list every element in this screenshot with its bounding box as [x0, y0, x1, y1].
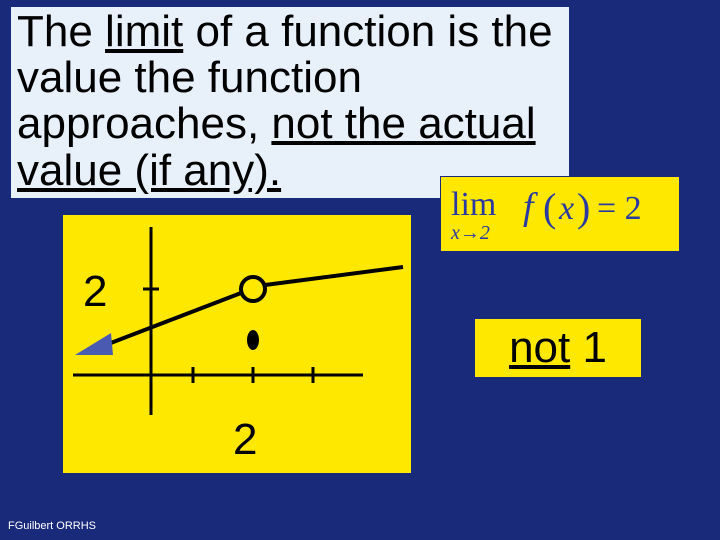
arrowhead-left [75, 333, 113, 355]
text-prefix: The [17, 7, 105, 56]
equals-two: = 2 [597, 190, 642, 227]
lim-sub: x→2 [450, 222, 490, 244]
limit-word: limit [105, 7, 183, 56]
credit-text: FGuilbert ORRHS [8, 520, 96, 532]
text-after-limit: of a function is the [183, 7, 552, 56]
limit-expression-panel: lim x→2 f ( x ) = 2 [440, 176, 680, 252]
rparen: ) [577, 185, 590, 230]
definition-textbox: The limit of a function is the value the… [10, 6, 570, 199]
func-f: f [523, 186, 538, 228]
graph-panel: 2 2 [62, 214, 412, 474]
y-axis-label: 2 [83, 267, 107, 317]
not-one-text: not 1 [509, 323, 607, 373]
open-circle [241, 277, 265, 301]
limit-expression-svg: lim x→2 f ( x ) = 2 [445, 179, 675, 249]
filled-dot [247, 330, 259, 350]
function-line-left [103, 293, 241, 346]
text-line-3: approaches, not the actual [17, 101, 563, 147]
text-line-3a: approaches, [17, 99, 271, 148]
lim-text: lim [451, 186, 496, 223]
text-line-2: value the function [17, 55, 563, 101]
x-axis-label: 2 [233, 415, 257, 465]
not-underlined: not [509, 323, 570, 372]
func-x: x [558, 190, 574, 227]
function-line-right [265, 267, 403, 285]
not-rest: 1 [570, 323, 607, 372]
text-line-1: The limit of a function is the [17, 9, 563, 55]
lparen: ( [543, 185, 556, 230]
text-line-3b: not the actual [271, 99, 535, 148]
not-one-panel: not 1 [474, 318, 642, 378]
